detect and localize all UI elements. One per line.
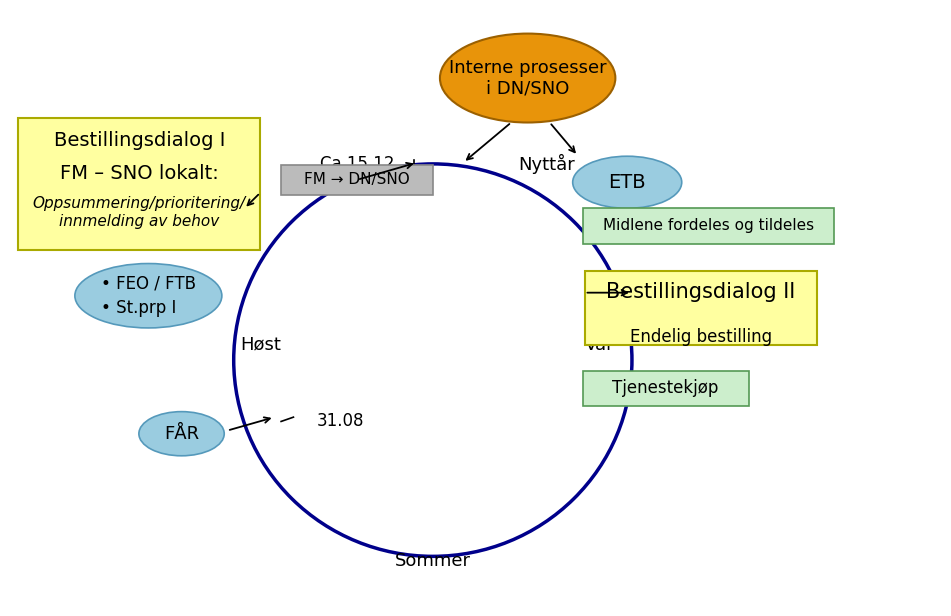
Ellipse shape [75, 264, 222, 328]
Text: • FEO / FTB
• St.prp I: • FEO / FTB • St.prp I [101, 274, 196, 317]
FancyBboxPatch shape [583, 208, 834, 243]
Ellipse shape [440, 34, 615, 123]
FancyBboxPatch shape [583, 371, 748, 406]
Text: Bestillingsdialog I: Bestillingsdialog I [53, 131, 225, 150]
Text: FM – SNO lokalt:: FM – SNO lokalt: [60, 164, 219, 183]
Text: Endelig bestilling: Endelig bestilling [630, 328, 772, 346]
Ellipse shape [139, 411, 224, 456]
Text: 31.08: 31.08 [316, 413, 363, 431]
FancyBboxPatch shape [585, 271, 817, 345]
Text: ETB: ETB [609, 173, 646, 192]
Text: FM → DN/SNO: FM → DN/SNO [304, 172, 410, 187]
Text: Tjenestekjøp: Tjenestekjøp [612, 379, 719, 397]
Text: Midlene fordeles og tildeles: Midlene fordeles og tildeles [603, 218, 814, 233]
Ellipse shape [573, 156, 682, 208]
Text: Ca 15.12: Ca 15.12 [320, 155, 395, 173]
Text: Sommer: Sommer [395, 552, 471, 570]
Text: FÅR: FÅR [164, 424, 199, 443]
Text: Høst: Høst [241, 336, 281, 354]
Text: Bestillingsdialog II: Bestillingsdialog II [606, 282, 795, 302]
FancyBboxPatch shape [18, 118, 261, 249]
Text: Nyttår: Nyttår [518, 154, 575, 174]
Text: Oppsummering/prioritering/
innmelding av behov: Oppsummering/prioritering/ innmelding av… [32, 197, 246, 229]
FancyBboxPatch shape [281, 165, 433, 195]
Text: Interne prosesser
i DN/SNO: Interne prosesser i DN/SNO [449, 59, 607, 97]
Text: Vår: Vår [585, 336, 614, 354]
